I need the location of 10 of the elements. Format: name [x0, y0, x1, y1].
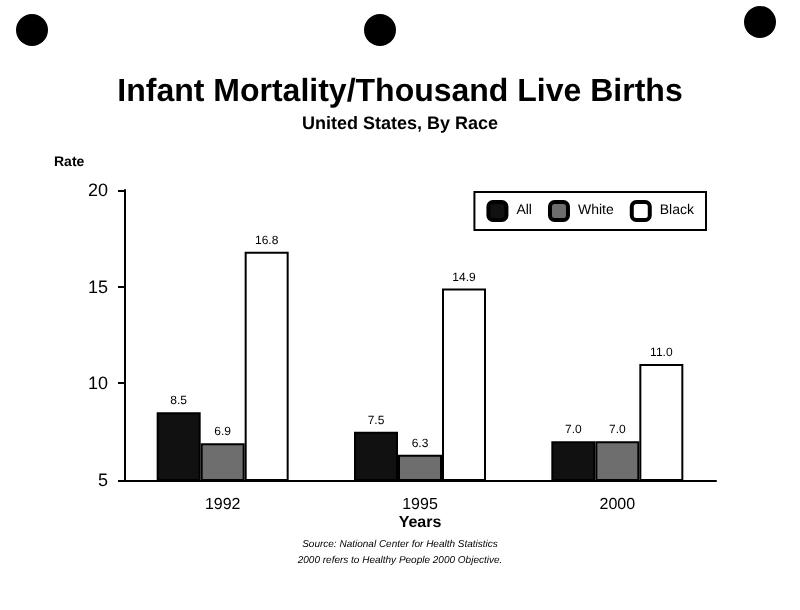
x-tick-label: 1995: [402, 495, 439, 513]
y-tick-label: 5: [97, 470, 108, 490]
x-axis-title: Years: [398, 512, 443, 531]
y-tick-label: 15: [87, 276, 108, 297]
x-tick-label: 2000: [599, 495, 637, 513]
y-tick-label: 10: [87, 373, 108, 394]
chart-subtitle: United States, By Race: [301, 113, 499, 133]
chart-title: Infant Mortality/Thousand Live Births: [117, 75, 683, 109]
x-tick-label: 1992: [204, 495, 242, 513]
y-tick-label: 20: [87, 180, 108, 200]
